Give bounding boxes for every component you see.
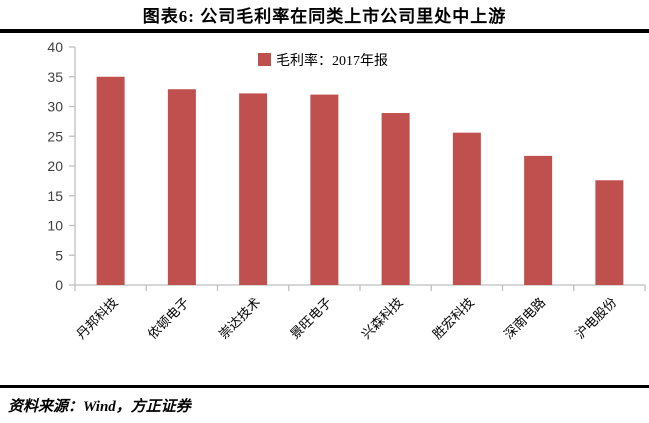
source-divider: [0, 385, 649, 388]
x-axis-label: 崇达技术: [216, 295, 263, 342]
chart-title: 图表6: 公司毛利率在同类上市公司里处中上游: [142, 7, 507, 26]
x-axis-label: 依顿电子: [145, 295, 192, 342]
x-axis-label: 丹邦科技: [73, 295, 120, 342]
bar: [167, 89, 196, 285]
bar: [310, 94, 339, 285]
x-axis-label: 深南电路: [501, 295, 548, 342]
x-axis-label: 胜宏科技: [430, 295, 477, 342]
y-tick-label: 5: [55, 247, 63, 263]
y-tick-label: 10: [47, 218, 63, 234]
bar: [239, 93, 268, 285]
legend-label: 毛利率：2017年报: [276, 52, 388, 69]
bar: [524, 155, 553, 285]
bar: [595, 180, 624, 285]
x-axis-label: 景旺电子: [287, 295, 334, 342]
y-tick-label: 0: [55, 277, 63, 293]
y-tick-label: 40: [47, 39, 63, 55]
bar: [96, 76, 125, 285]
x-axis-label: 兴森科技: [358, 295, 405, 342]
y-tick-label: 15: [47, 188, 63, 204]
legend-swatch: [258, 53, 271, 66]
y-tick-label: 20: [47, 158, 63, 174]
x-axis-label: 沪电股份: [572, 295, 619, 342]
y-tick-label: 25: [47, 128, 63, 144]
y-tick-label: 30: [47, 99, 63, 115]
bar-chart: 0 5 10 15 20 25 30 35 40 丹邦科技 依顿电子 崇达技术 景旺电子 兴森科技 胜宏科技…: [0, 33, 649, 385]
bar: [452, 132, 481, 285]
bar: [381, 113, 410, 285]
source-note: 资料来源：Wind，方正证券: [8, 399, 191, 415]
bar-chart-svg: 0 5 10 15 20 25 30 35 40 丹邦科技 依顿电子 崇达技术 景旺电子 兴森科技 胜宏科技…: [47, 39, 646, 342]
y-tick-label: 35: [47, 69, 63, 85]
title-divider: [0, 29, 649, 33]
